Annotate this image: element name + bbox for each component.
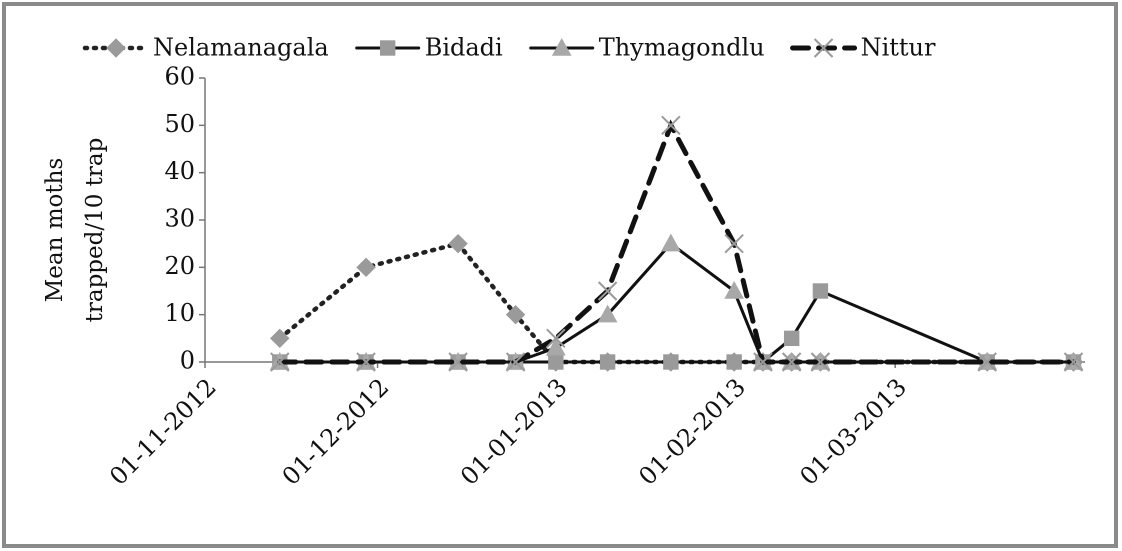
- marker: [448, 233, 468, 254]
- marker: [726, 354, 742, 370]
- marker: [546, 328, 566, 349]
- marker: [356, 352, 376, 372]
- marker: [812, 283, 829, 299]
- y-tick-label: 10: [164, 299, 195, 327]
- marker: [661, 115, 681, 136]
- marker: [977, 352, 997, 372]
- y-tick-label: 40: [164, 157, 195, 185]
- legend-label: Thymagondlu: [599, 34, 765, 62]
- y-tick-label: 0: [180, 347, 195, 375]
- marker: [724, 233, 744, 254]
- y-tick-label: 60: [164, 63, 195, 91]
- y-axis-label: Mean moths trapped/10 trap: [42, 137, 108, 323]
- marker: [661, 233, 681, 252]
- legend-marker: [106, 38, 126, 58]
- legend-marker: [551, 37, 572, 56]
- marker: [505, 352, 526, 372]
- marker: [270, 328, 290, 349]
- marker: [663, 354, 679, 370]
- legend-marker: [813, 38, 834, 58]
- marker: [783, 330, 800, 347]
- marker: [597, 304, 618, 323]
- y-tick-label: 20: [164, 252, 195, 280]
- marker: [753, 352, 773, 372]
- marker: [505, 304, 526, 325]
- marker: [724, 280, 744, 299]
- y-tick-label: 30: [164, 205, 195, 233]
- marker: [270, 352, 290, 372]
- marker: [781, 352, 802, 372]
- legend-label: Nelamanagala: [153, 34, 329, 62]
- marker: [448, 352, 468, 372]
- legend-label: Nittur: [861, 34, 936, 62]
- legend-label: Bidadi: [425, 34, 503, 62]
- marker: [810, 352, 831, 372]
- marker: [546, 337, 566, 356]
- marker: [599, 354, 616, 370]
- marker: [356, 257, 376, 278]
- y-tick-label: 50: [164, 110, 195, 138]
- marker: [597, 281, 618, 301]
- marker: [548, 354, 564, 370]
- legend-marker: [379, 40, 396, 56]
- marker: [1063, 352, 1084, 372]
